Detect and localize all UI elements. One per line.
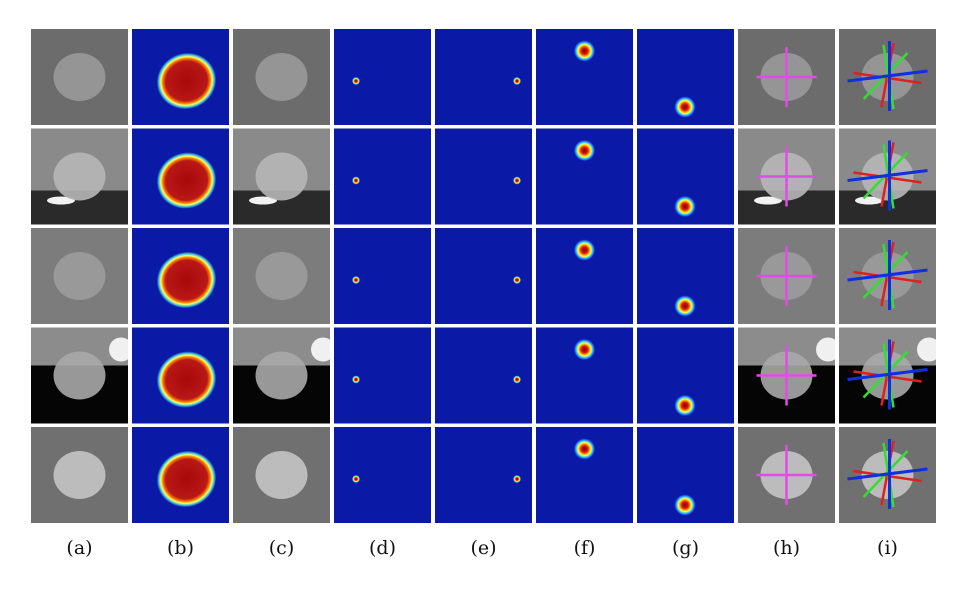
panel-c-row-2: [233, 128, 330, 225]
caption-h: (h): [772, 537, 801, 559]
panel-g-row-4: [637, 327, 734, 424]
panel-d-row-2: [334, 128, 431, 225]
panel-i-row-2: [839, 128, 936, 225]
panel-a-row-2: [31, 128, 128, 225]
panel-h-row-2: [738, 128, 835, 225]
panel-b-row-4: [132, 327, 229, 424]
panel-a-row-5: [31, 427, 128, 523]
panel-h-row-5: [738, 427, 835, 523]
panel-e-row-1: [435, 29, 532, 125]
caption-e: (e): [470, 537, 497, 559]
caption-g: (g): [672, 537, 699, 559]
panel-g-row-3: [637, 228, 734, 324]
panel-g-row-1: [637, 29, 734, 125]
panel-d-row-5: [334, 427, 431, 523]
panel-h-row-3: [738, 228, 835, 324]
panel-b-row-2: [132, 128, 229, 225]
panel-f-row-1: [536, 29, 633, 125]
panel-b-row-1: [132, 29, 229, 125]
panel-c-row-5: [233, 427, 330, 523]
caption-d: (d): [369, 537, 396, 559]
panel-c-row-3: [233, 228, 330, 324]
panel-h-row-4: [738, 327, 835, 424]
panel-i-row-1: [839, 29, 936, 125]
panel-e-row-4: [435, 327, 532, 424]
caption-f: (f): [573, 537, 596, 559]
panel-f-row-3: [536, 228, 633, 324]
panel-i-row-3: [839, 228, 936, 324]
caption-i: (i): [877, 537, 898, 559]
panel-i-row-5: [839, 427, 936, 523]
caption-c: (c): [268, 537, 295, 559]
panel-f-row-2: [536, 128, 633, 225]
panel-h-row-1: [738, 29, 835, 125]
caption-b: (b): [167, 537, 194, 559]
panel-i-row-4: [839, 327, 936, 424]
panel-f-row-5: [536, 427, 633, 523]
panel-d-row-1: [334, 29, 431, 125]
panel-a-row-4: [31, 327, 128, 424]
panel-e-row-2: [435, 128, 532, 225]
panel-d-row-4: [334, 327, 431, 424]
panel-a-row-3: [31, 228, 128, 324]
panel-c-row-1: [233, 29, 330, 125]
panel-e-row-5: [435, 427, 532, 523]
panel-a-row-1: [31, 29, 128, 125]
caption-a: (a): [66, 537, 93, 559]
panel-c-row-4: [233, 327, 330, 424]
panel-e-row-3: [435, 228, 532, 324]
panel-b-row-3: [132, 228, 229, 324]
panel-b-row-5: [132, 427, 229, 523]
panel-g-row-2: [637, 128, 734, 225]
panel-g-row-5: [637, 427, 734, 523]
image-panel-grid: [31, 29, 936, 523]
panel-f-row-4: [536, 327, 633, 424]
panel-d-row-3: [334, 228, 431, 324]
